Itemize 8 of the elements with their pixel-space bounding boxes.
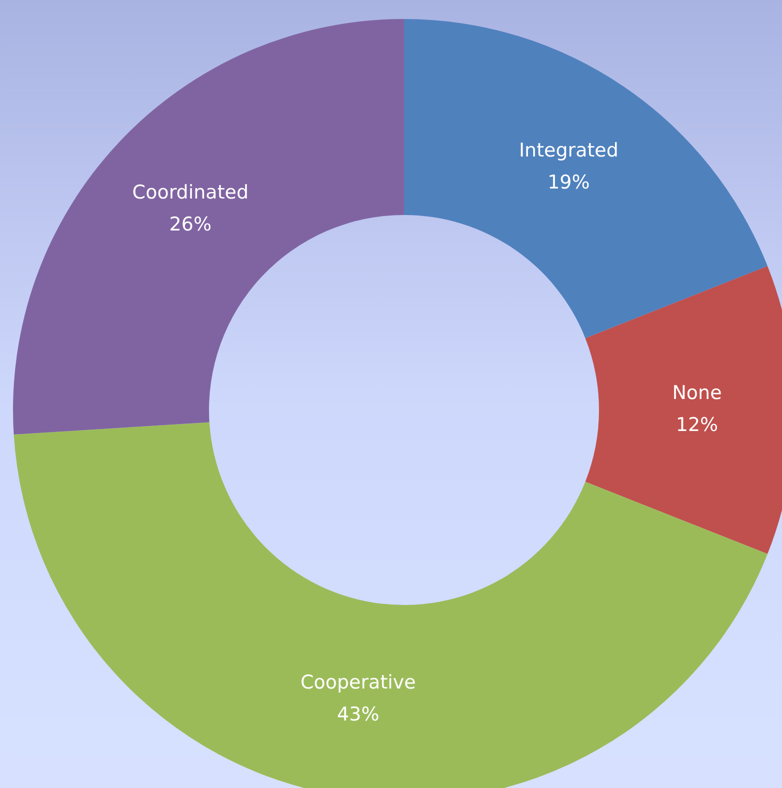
slice-label: Coordinated — [132, 182, 249, 204]
data-label: 12% — [676, 414, 718, 436]
slice-label: Integrated — [518, 140, 618, 162]
data-label: 19% — [548, 172, 590, 194]
slice-label: None — [672, 382, 722, 404]
slice-label: Cooperative — [300, 672, 416, 694]
data-label: 43% — [337, 704, 380, 726]
data-label: 26% — [169, 214, 212, 236]
